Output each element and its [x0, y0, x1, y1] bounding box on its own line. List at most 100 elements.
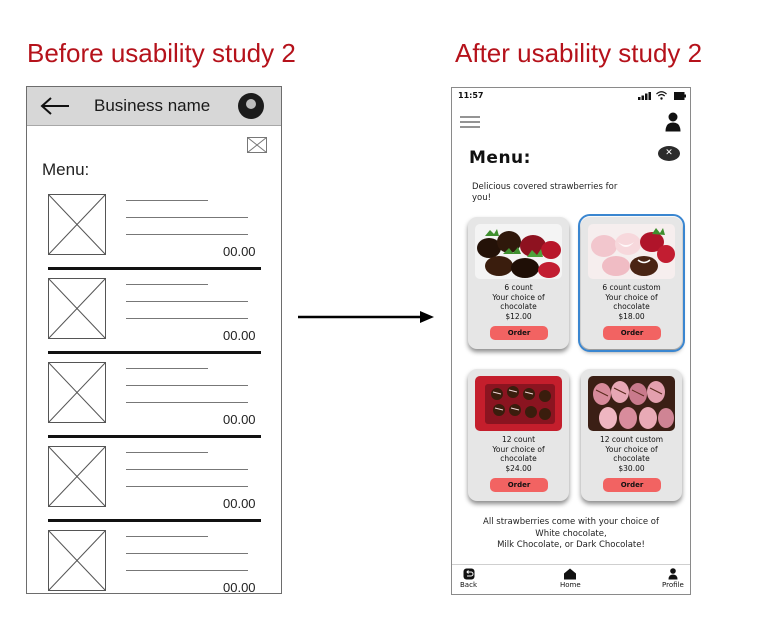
- text-placeholder-line: [126, 536, 208, 537]
- order-button[interactable]: Order: [490, 478, 548, 492]
- back-icon: [463, 568, 474, 580]
- item-price: 00.00: [223, 244, 256, 259]
- card-price: $30.00: [618, 463, 645, 473]
- menu-item-row[interactable]: 00.00: [27, 278, 281, 364]
- chocolate-note-line: Milk Chocolate, or Dark Chocolate!: [497, 540, 645, 550]
- profile-icon[interactable]: [665, 112, 681, 132]
- text-placeholder-line: [126, 570, 248, 571]
- order-button[interactable]: Order: [490, 326, 548, 340]
- profile-avatar-icon[interactable]: [238, 93, 264, 119]
- battery-icon: [674, 92, 686, 100]
- signal-icon: [638, 92, 651, 100]
- text-placeholder-line: [126, 217, 248, 218]
- item-price: 00.00: [223, 328, 256, 343]
- order-button[interactable]: Order: [603, 326, 661, 340]
- image-placeholder-icon: [48, 194, 106, 255]
- chocolate-note-line: White chocolate,: [535, 528, 607, 539]
- card-count: 6 count custom: [602, 283, 661, 292]
- status-time: 11:57: [458, 91, 484, 100]
- divider: [48, 267, 261, 270]
- wireframe-screen: Business name Menu: 00.00 00.00 00.00: [26, 86, 282, 594]
- item-price: 00.00: [223, 412, 256, 427]
- card-description: 12 count custom Your choice of chocolate…: [581, 435, 682, 473]
- menu-item-row[interactable]: 00.00: [27, 446, 281, 532]
- page-title: Menu:: [469, 148, 531, 168]
- menu-item-row[interactable]: 00.00: [27, 362, 281, 448]
- card-description: 6 count custom Your choice of chocolate …: [581, 283, 682, 321]
- product-card[interactable]: 12 count Your choice of chocolate $24.00…: [468, 369, 569, 501]
- image-placeholder-icon: [48, 446, 106, 507]
- close-icon[interactable]: ✕: [658, 146, 680, 161]
- image-placeholder-icon: [48, 362, 106, 423]
- business-name: Business name: [94, 96, 211, 115]
- text-placeholder-line: [126, 385, 248, 386]
- item-price: 00.00: [223, 580, 256, 594]
- text-placeholder-line: [126, 368, 208, 369]
- mockup-screen: 11:57 Menu: ✕ Delicious covered strawber…: [451, 87, 691, 595]
- nav-back[interactable]: Back: [460, 568, 477, 589]
- nav-home-label: Home: [560, 581, 581, 589]
- product-card[interactable]: 6 count Your choice of chocolate $12.00 …: [468, 217, 569, 349]
- transition-arrow-icon: [298, 311, 434, 323]
- card-count: 12 count: [501, 435, 536, 444]
- card-line: chocolate: [500, 302, 537, 311]
- card-price: $12.00: [505, 311, 532, 321]
- text-placeholder-line: [126, 402, 248, 403]
- card-line: chocolate: [613, 454, 650, 463]
- chocolate-note-line: All strawberries come with your choice o…: [483, 517, 659, 527]
- order-button[interactable]: Order: [603, 478, 661, 492]
- divider: [48, 351, 261, 354]
- divider: [48, 435, 261, 438]
- text-placeholder-line: [126, 234, 248, 235]
- strawberry-photo: [588, 224, 675, 279]
- menu-item-row[interactable]: 00.00: [27, 530, 281, 594]
- menu-label: Menu:: [42, 160, 90, 179]
- nav-profile[interactable]: Profile: [662, 568, 684, 589]
- close-icon[interactable]: [247, 137, 267, 153]
- nav-profile-label: Profile: [662, 581, 684, 589]
- card-description: 12 count Your choice of chocolate $24.00: [468, 435, 569, 473]
- text-placeholder-line: [126, 452, 208, 453]
- wifi-icon: [656, 91, 667, 100]
- card-count: 12 count custom: [599, 435, 664, 444]
- text-placeholder-line: [126, 284, 208, 285]
- card-line: Your choice of: [492, 292, 545, 302]
- after-heading: After usability study 2: [455, 38, 703, 68]
- card-count: 6 count: [504, 283, 533, 292]
- divider: [48, 519, 261, 522]
- image-placeholder-icon: [48, 278, 106, 339]
- text-placeholder-line: [126, 486, 248, 487]
- before-heading: Before usability study 2: [27, 38, 296, 68]
- profile-icon: [668, 568, 678, 580]
- home-icon: [564, 568, 577, 580]
- text-placeholder-line: [126, 553, 248, 554]
- card-description: 6 count Your choice of chocolate $12.00: [468, 283, 569, 321]
- text-placeholder-line: [126, 469, 248, 470]
- menu-item-row[interactable]: 00.00: [27, 194, 281, 280]
- text-placeholder-line: [126, 200, 208, 201]
- strawberry-photo: [475, 376, 562, 431]
- nav-back-label: Back: [460, 581, 477, 589]
- product-card[interactable]: 12 count custom Your choice of chocolate…: [581, 369, 682, 501]
- card-line: Your choice of: [492, 444, 545, 454]
- card-line: Your choice of: [605, 292, 658, 302]
- product-card-selected[interactable]: 6 count custom Your choice of chocolate …: [578, 214, 685, 352]
- wireframe-top-bar: Business name: [27, 87, 281, 126]
- strawberry-photo: [588, 376, 675, 431]
- image-placeholder-icon: [48, 530, 106, 591]
- bottom-nav: Back Home Profile: [452, 564, 690, 594]
- card-price: $24.00: [505, 463, 532, 473]
- text-placeholder-line: [126, 318, 248, 319]
- card-line: Your choice of: [605, 444, 658, 454]
- back-arrow-icon[interactable]: [39, 95, 71, 117]
- chocolate-note: All strawberries come with your choice o…: [452, 517, 690, 552]
- hamburger-menu-icon[interactable]: [460, 116, 480, 128]
- item-price: 00.00: [223, 496, 256, 511]
- card-price: $18.00: [618, 311, 645, 321]
- nav-home[interactable]: Home: [560, 568, 581, 589]
- card-line: chocolate: [613, 302, 650, 311]
- text-placeholder-line: [126, 301, 248, 302]
- intro-text: Delicious covered strawberries for you!: [472, 182, 618, 203]
- strawberry-photo: [475, 224, 562, 279]
- card-line: chocolate: [500, 454, 537, 463]
